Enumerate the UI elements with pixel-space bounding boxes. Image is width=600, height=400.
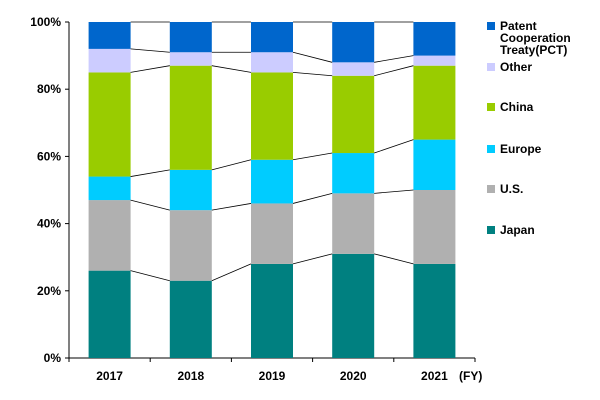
legend-swatch — [487, 103, 495, 111]
connector-line — [130, 65, 170, 73]
bar-segment — [169, 169, 212, 211]
connector-line — [211, 263, 252, 282]
bar-segment — [332, 153, 375, 194]
legend-label: Other — [500, 60, 532, 74]
x-tick-label: 2020 — [340, 369, 367, 383]
x-unit-label: (FY) — [459, 369, 482, 383]
legend-label: Treaty(PCT) — [500, 43, 567, 57]
bar-segment — [88, 22, 131, 49]
bar-segment — [251, 52, 293, 73]
bar-segment — [88, 72, 131, 177]
bar-segment — [169, 22, 212, 53]
bar-segment — [413, 139, 456, 190]
legend-swatch — [487, 22, 495, 30]
bar-segment — [413, 190, 456, 264]
legend-label: Patent — [500, 19, 537, 33]
connector-line — [292, 152, 333, 161]
connector-line — [211, 203, 252, 211]
y-tick-label: 20% — [37, 284, 61, 298]
x-tick-label: 2017 — [96, 369, 123, 383]
x-tick-label: 2019 — [259, 369, 286, 383]
bar-segment — [413, 55, 456, 66]
bar-segment — [251, 203, 293, 264]
x-tick-label: 2021 — [421, 369, 448, 383]
bar-segment — [413, 65, 456, 140]
bar-segment — [88, 176, 131, 201]
bar-segment — [332, 193, 375, 254]
legend-label: Japan — [500, 223, 535, 237]
legend-label: U.S. — [500, 182, 523, 196]
connector-line — [130, 48, 170, 53]
bar-segment — [169, 52, 212, 66]
bar-segment — [413, 22, 456, 56]
connector-line — [292, 72, 333, 77]
bar-segment — [88, 270, 131, 358]
connector-line — [130, 199, 170, 211]
connector-line — [292, 51, 333, 63]
y-tick-label: 40% — [37, 217, 61, 231]
bar-segment — [251, 263, 293, 358]
bar-segment — [251, 22, 293, 53]
bar-segment — [332, 75, 375, 154]
connector-line — [211, 65, 252, 73]
bar-segment — [251, 159, 293, 204]
bar-segment — [88, 200, 131, 271]
y-tick-label: 60% — [37, 149, 61, 163]
legend-swatch — [487, 185, 495, 193]
connector-line — [374, 55, 414, 63]
bar-segment — [88, 48, 131, 73]
legend-swatch — [487, 226, 495, 234]
y-tick-label: 0% — [44, 351, 62, 365]
y-tick-label: 100% — [30, 15, 61, 29]
bar-segment — [332, 253, 375, 358]
connector-line — [374, 139, 414, 154]
legend-swatch — [487, 63, 495, 71]
bar-segment — [332, 22, 375, 63]
legend-label: Europe — [500, 142, 542, 156]
bar-segment — [332, 62, 375, 76]
connector-line — [292, 192, 333, 204]
connector-line — [374, 189, 414, 194]
bar-segment — [251, 72, 293, 160]
y-tick-label: 80% — [37, 82, 61, 96]
legend-swatch — [487, 145, 495, 153]
connector-line — [374, 253, 414, 265]
connector-line — [130, 169, 170, 177]
connector-line — [211, 159, 252, 171]
connector-line — [130, 270, 170, 282]
bar-segment — [169, 280, 212, 358]
bar-segment — [169, 210, 212, 281]
connector-line — [374, 65, 414, 77]
legend-label: China — [500, 100, 534, 114]
connector-line — [292, 253, 333, 265]
legend-label: Cooperation — [500, 31, 571, 45]
bar-segment — [169, 65, 212, 170]
x-tick-label: 2018 — [177, 369, 204, 383]
bar-segment — [413, 263, 456, 358]
